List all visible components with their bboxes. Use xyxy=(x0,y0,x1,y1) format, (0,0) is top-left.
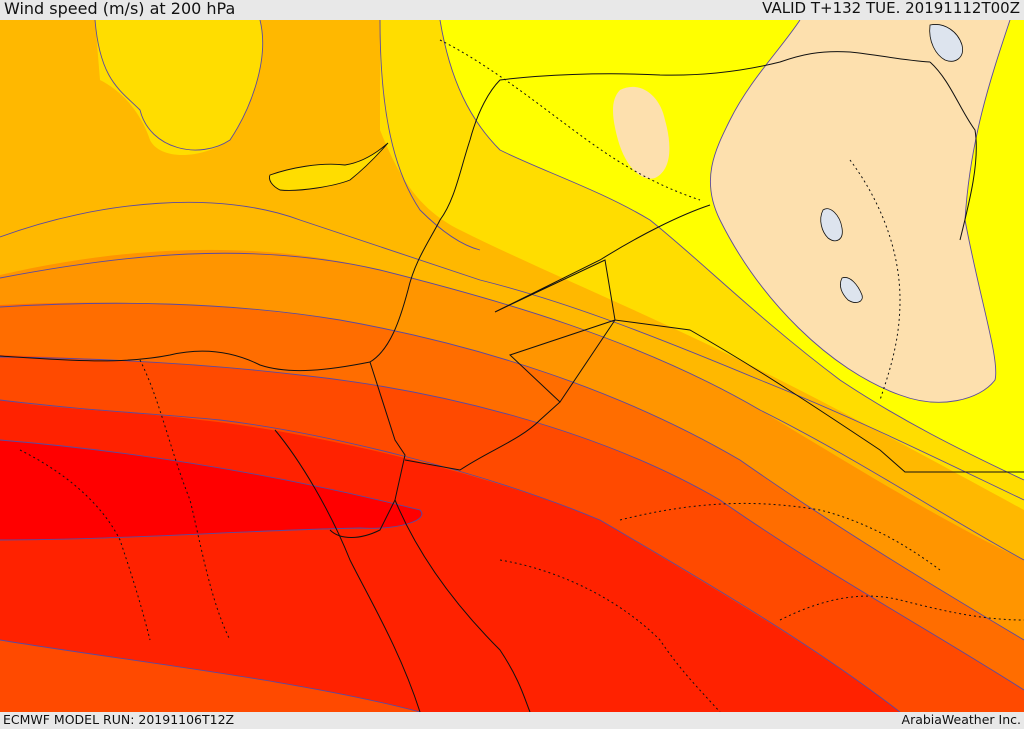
valid-time-label: VALID T+132 TUE. 20191112T00Z xyxy=(762,0,1020,17)
band-core-red xyxy=(0,440,422,540)
wind-speed-map xyxy=(0,20,1024,712)
credit-label: ArabiaWeather Inc. xyxy=(901,712,1021,727)
lakes xyxy=(820,24,963,303)
country-borders xyxy=(0,51,1024,712)
province-borders xyxy=(19,39,1024,712)
band-light-tan xyxy=(710,20,1010,403)
map-title: Wind speed (m/s) at 200 hPa xyxy=(4,0,236,18)
cyprus-island xyxy=(269,142,389,191)
model-run-label: ECMWF MODEL RUN: 20191106T12Z xyxy=(3,712,235,727)
map-footer: ECMWF MODEL RUN: 20191106T12Z ArabiaWeat… xyxy=(0,712,1024,729)
isotach-contours xyxy=(0,20,1024,712)
band-orange-red-south xyxy=(0,640,420,712)
band-light-tan-small xyxy=(613,86,670,179)
band-gold-west xyxy=(95,20,263,155)
map-header: Wind speed (m/s) at 200 hPa VALID T+132 … xyxy=(0,0,1024,20)
